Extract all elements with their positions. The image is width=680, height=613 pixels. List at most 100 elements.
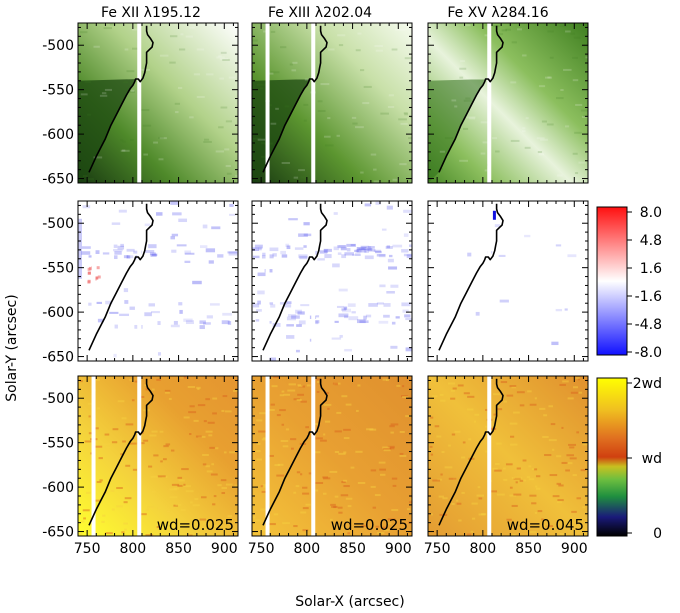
x-tick-label: 900: [385, 541, 412, 557]
width-pixel: [383, 529, 390, 532]
doppler-pixel: [286, 335, 295, 339]
x-tick-label: 850: [339, 541, 366, 557]
x-tick-label: 850: [515, 541, 542, 557]
intensity-pixel: [337, 34, 346, 37]
width-pixel: [527, 390, 532, 393]
width-pixel: [282, 522, 290, 525]
width-pixel: [313, 451, 321, 454]
width-pixel: [406, 508, 411, 511]
intensity-pixel: [80, 93, 88, 96]
width-pixel: [300, 400, 307, 403]
intensity-pixel: [484, 34, 489, 37]
intensity-pixel: [298, 169, 305, 172]
width-pixel: [157, 475, 166, 478]
intensity-pixel: [225, 164, 231, 167]
width-pixel: [170, 449, 175, 452]
doppler-pixel: [209, 303, 220, 306]
width-pixel: [143, 439, 149, 442]
doppler-pixel: [129, 306, 135, 310]
width-pixel: [410, 497, 412, 500]
width-pixel: [535, 487, 541, 490]
doppler-pixel: [192, 280, 202, 285]
panel-image: [252, 376, 412, 536]
width-pixel: [580, 469, 586, 472]
doppler-pixel: [127, 255, 134, 259]
width-pixel: [316, 381, 320, 384]
intensity-pixel: [93, 156, 103, 159]
intensity-pixel: [196, 48, 205, 51]
width-pixel: [283, 393, 291, 396]
y-axis-label: Solar-Y (arcsec): [4, 294, 20, 401]
intensity-pixel: [236, 171, 238, 174]
intensity-pixel: [466, 116, 476, 119]
width-pixel: [429, 445, 433, 448]
doppler-pixel: [120, 243, 124, 247]
width-pixel: [186, 534, 193, 536]
width-pixel: [261, 490, 269, 493]
doppler-pixel: [303, 233, 312, 237]
doppler-pixel: [360, 245, 370, 248]
width-pixel: [439, 393, 444, 396]
width-pixel: [338, 511, 343, 514]
intensity-pixel: [572, 56, 578, 59]
doppler-pixel: [314, 320, 320, 324]
width-pixel: [120, 453, 124, 456]
width-pixel: [165, 443, 171, 446]
width-pixel: [441, 451, 445, 454]
width-pixel: [168, 397, 172, 400]
panel-frame: [77, 375, 239, 537]
doppler-pixel: [170, 324, 180, 328]
doppler-pixel: [297, 311, 305, 315]
doppler-edge: [78, 218, 82, 279]
intensity-pixel: [292, 61, 298, 64]
width-pixel: [79, 380, 83, 383]
slit-line: [137, 376, 142, 536]
colorbar-tick-label: 8.0: [640, 205, 662, 221]
doppler-pixel: [285, 243, 290, 247]
width-pixel: [503, 467, 506, 470]
doppler-colorbar-ticks: 8.0 4.8 1.6 -1.6 -4.8 -8.0: [627, 205, 662, 361]
width-pixel: [149, 434, 157, 437]
intensity-pixel: [399, 163, 407, 166]
doppler-pixel: [252, 247, 260, 251]
width-pixel: [577, 378, 580, 381]
width-pixel: [391, 509, 399, 512]
width-pixel: [185, 490, 194, 493]
boundary-contour: [88, 203, 154, 351]
doppler-pixel: [379, 284, 386, 288]
width-pixel: [202, 463, 207, 466]
doppler-pixel: [319, 250, 328, 254]
panel-frame: [427, 375, 589, 537]
doppler-pixel: [567, 254, 577, 258]
doppler-pixel: [334, 320, 339, 323]
intensity-pixel: [538, 85, 546, 88]
intensity-pixel: [218, 126, 224, 129]
slit-line: [487, 23, 492, 183]
doppler-pixel: [386, 245, 391, 249]
doppler-pixel: [337, 252, 342, 255]
doppler-pixel: [94, 250, 100, 254]
intensity-pixel: [525, 117, 529, 120]
intensity-pixel: [219, 58, 229, 61]
width-pixel: [405, 415, 412, 418]
width-pixel: [513, 411, 520, 414]
doppler-pixel: [324, 248, 329, 253]
width-pixel: [549, 474, 558, 477]
width-pixel: [80, 520, 85, 523]
width-pixel: [88, 415, 91, 418]
width-pixel: [357, 384, 361, 387]
width-pixel: [511, 504, 518, 507]
width-pixel: [478, 497, 483, 500]
doppler-pixel: [144, 250, 155, 253]
doppler-pixel: [401, 302, 411, 307]
width-pixel: [168, 525, 175, 528]
doppler-pixel: [467, 252, 472, 257]
width-pixel: [324, 391, 329, 394]
intensity-pixel: [373, 180, 380, 183]
width-pixel: [578, 391, 583, 394]
width-pixel: [356, 409, 359, 412]
doppler-pixel: [387, 258, 394, 263]
doppler-pixel: [386, 291, 395, 294]
slit-line: [137, 23, 142, 183]
width-pixel: [121, 531, 125, 534]
